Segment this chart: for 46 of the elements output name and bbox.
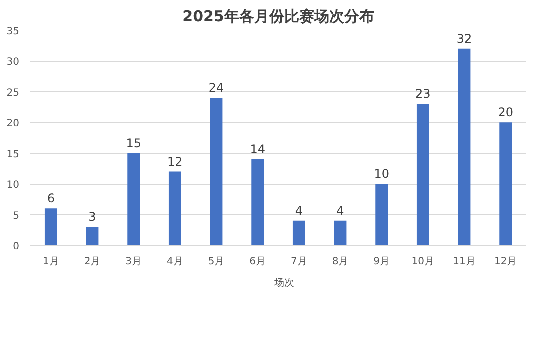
x-tick-label: 2月	[84, 256, 101, 268]
bar	[128, 153, 140, 246]
y-tick-label: 10	[6, 180, 20, 192]
bar	[44, 208, 58, 246]
bar	[86, 227, 99, 246]
y-tick-label: 5	[13, 210, 20, 222]
data-label: 4	[336, 204, 344, 218]
x-tick-label: 3月	[126, 256, 142, 268]
y-tick-label: 30	[6, 57, 20, 68]
text: 场次	[274, 277, 294, 290]
y-tick-label: 20	[6, 118, 20, 130]
bar	[416, 104, 430, 246]
bar	[292, 220, 306, 246]
bar	[376, 184, 388, 246]
y-tick-label: 0	[13, 242, 20, 252]
x-tick-label: 4月	[166, 256, 184, 268]
x-tick-label: 9月	[374, 256, 390, 268]
x-tick-label: 6月	[250, 256, 266, 268]
chart-title: 2025年各月份比赛场次分布	[182, 8, 374, 26]
bar	[458, 48, 471, 246]
bar	[334, 220, 347, 246]
bar	[168, 172, 182, 246]
y-tick-label: 35	[6, 26, 20, 38]
data-label: 15	[126, 136, 142, 150]
y-tick-label: 25	[6, 88, 20, 99]
data-label: 4	[295, 204, 303, 218]
x-tick-label: 10月	[412, 256, 435, 268]
x-tick-label: 12月	[494, 256, 518, 268]
x-tick-label: 5月	[208, 256, 225, 268]
data-label: 14	[250, 142, 266, 156]
data-label: 12	[168, 154, 183, 169]
x-tick-label: 8月	[332, 256, 349, 268]
x-tick-label: 1月	[42, 256, 60, 268]
bar	[252, 160, 264, 246]
x-tick-label: 11月	[453, 256, 476, 268]
data-label: 24	[208, 81, 224, 96]
y-tick-label: 15	[6, 149, 20, 160]
data-label: 23	[416, 87, 431, 102]
data-label: 10	[374, 167, 390, 182]
bar	[210, 98, 223, 246]
data-label: 6	[47, 192, 55, 206]
data-label: 20	[498, 106, 514, 120]
x-tick-label: 7月	[290, 256, 308, 268]
data-label: 3	[88, 210, 96, 224]
data-label: 32	[456, 32, 472, 46]
bar	[500, 122, 512, 246]
